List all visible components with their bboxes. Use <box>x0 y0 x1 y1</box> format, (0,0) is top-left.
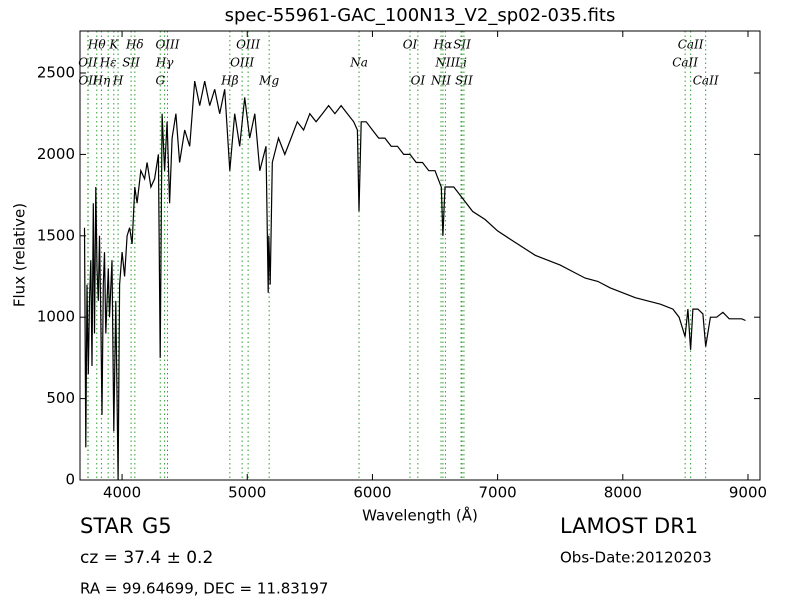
y-tick-label: 1000 <box>37 308 75 326</box>
y-tick-label: 1500 <box>37 226 75 244</box>
spectral-line-label: G <box>155 74 165 88</box>
spectral-line-label: Hη <box>92 74 111 88</box>
spectral-line-label: Hδ <box>125 38 144 52</box>
spectral-line-label: H <box>112 74 124 88</box>
chart-title: spec-55961-GAC_100N13_V2_sp02-035.fits <box>225 5 616 26</box>
spectral-line-label: SII <box>455 74 473 88</box>
spectral-line-label: NII <box>430 74 451 88</box>
x-axis-label: Wavelength (Å) <box>362 506 478 525</box>
spectral-line-label: OIII <box>236 38 260 52</box>
spectral-line-label: OI <box>411 74 426 88</box>
y-tick-label: 0 <box>65 471 75 489</box>
spectral-line-label: Li <box>454 56 467 70</box>
x-tick-label: 9000 <box>729 484 767 502</box>
x-tick-label: 7000 <box>479 484 517 502</box>
object-subclass: G5 <box>142 514 172 538</box>
y-tick-label: 2500 <box>37 64 75 82</box>
spectral-line-label: CaII <box>693 74 719 88</box>
spectral-line-label: Hε <box>99 56 117 70</box>
x-tick-label: 4000 <box>103 484 141 502</box>
spectral-line-label: Hβ <box>220 74 238 88</box>
spectrum-line <box>83 80 746 481</box>
spectral-line-label: SII <box>453 38 471 52</box>
spectral-line-label: K <box>108 38 119 52</box>
survey: LAMOST DR1 <box>560 514 698 538</box>
obs-date: Obs-Date:20120203 <box>560 549 712 567</box>
spectral-line-label: SII <box>122 56 140 70</box>
spectral-line-label: Hθ <box>87 38 106 52</box>
spectral-line-label: OII <box>78 74 98 88</box>
y-tick-label: 2000 <box>37 145 75 163</box>
y-tick-label: 500 <box>46 389 75 407</box>
spectral-line-label: OIII <box>155 38 179 52</box>
spectral-line-label: NII <box>434 56 455 70</box>
object-class: STAR <box>80 514 133 538</box>
spectral-line-label: CaII <box>678 38 704 52</box>
spectral-line-label: Hγ <box>155 56 174 70</box>
x-tick-label: 5000 <box>228 484 266 502</box>
spectral-line-label: Mg <box>258 74 279 88</box>
plot-frame <box>79 30 761 481</box>
x-tick-label: 6000 <box>353 484 391 502</box>
x-tick-label: 8000 <box>604 484 642 502</box>
spectral-line-label: OI <box>403 38 418 52</box>
redshift: cz = 37.4 ± 0.2 <box>80 548 213 568</box>
spectral-line-label: OIII <box>230 56 254 70</box>
y-axis-label: Flux (relative) <box>11 203 29 307</box>
spectral-line-label: CaII <box>672 56 698 70</box>
coordinates: RA = 99.64699, DEC = 11.83197 <box>80 580 328 598</box>
spectral-line-label: Hα <box>433 38 453 52</box>
spectral-line-label: Na <box>349 56 368 70</box>
